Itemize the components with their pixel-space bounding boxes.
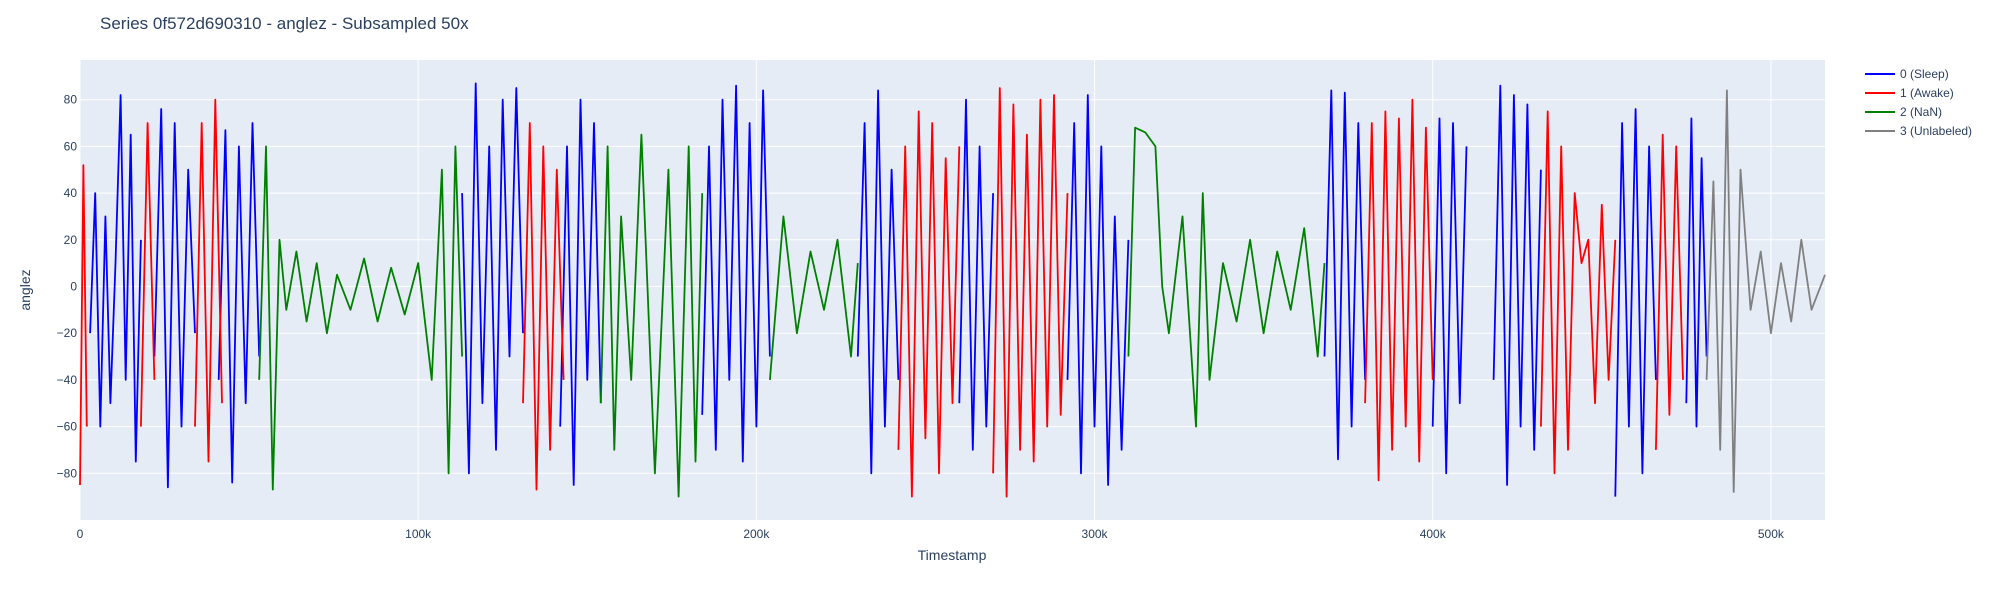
series-line <box>140 122 156 427</box>
y-tick-label: 40 <box>64 186 78 200</box>
x-tick-label: 500k <box>1758 527 1785 541</box>
series-line <box>1705 89 1826 493</box>
plot-background <box>80 60 1825 520</box>
x-tick-label: 300k <box>1082 527 1109 541</box>
series-line <box>258 145 463 491</box>
y-tick-label: −60 <box>57 420 78 434</box>
x-tick-label: 100k <box>405 527 432 541</box>
series-line <box>153 108 196 489</box>
series-line <box>1323 89 1366 461</box>
series-line <box>194 98 223 463</box>
series-line <box>958 98 994 451</box>
x-tick-label: 0 <box>77 527 84 541</box>
series-line <box>1066 94 1130 486</box>
legend-item[interactable]: 0 (Sleep) <box>1865 67 1949 81</box>
series-line <box>522 122 565 491</box>
chart-title: Series 0f572d690310 - anglez - Subsample… <box>100 14 469 33</box>
x-tick-label: 400k <box>1420 527 1447 541</box>
legend[interactable]: 0 (Sleep) 1 (Awake) 2 (NaN) 3 (Unlabeled) <box>1865 67 1972 138</box>
y-tick-label: −80 <box>57 466 78 480</box>
x-tick-label: 200k <box>743 527 770 541</box>
series-1-awake <box>79 87 1684 498</box>
series-line <box>1540 110 1617 475</box>
legend-item[interactable]: 2 (NaN) <box>1865 105 1942 119</box>
series-line <box>1655 133 1684 450</box>
series-line <box>1492 84 1542 486</box>
series-line <box>1127 126 1326 428</box>
series-line <box>559 98 602 486</box>
series-line <box>461 82 524 475</box>
y-tick-label: 20 <box>64 233 78 247</box>
series-line <box>769 215 859 380</box>
legend-label: 1 (Awake) <box>1900 86 1954 100</box>
series-2-nan <box>258 126 1326 498</box>
series-line <box>701 84 771 463</box>
y-tick-label: −20 <box>57 326 78 340</box>
series-line <box>1364 98 1434 482</box>
x-axis-title: Timestamp <box>918 547 987 563</box>
tick-labels: 0 100k 200k 300k 400k 500k −80 −60 −40 −20 0 20 40 60… <box>57 93 1785 541</box>
legend-label: 2 (NaN) <box>1900 105 1942 119</box>
y-tick-label: 60 <box>64 139 78 153</box>
series-line <box>217 122 261 484</box>
y-axis-title: anglez <box>17 269 33 310</box>
y-tick-label: −40 <box>57 373 78 387</box>
series-line <box>1685 117 1708 428</box>
series-line <box>79 164 88 486</box>
series-3-unlabeled <box>1705 89 1826 493</box>
y-tick-label: 0 <box>70 279 77 293</box>
series-line <box>1614 108 1657 497</box>
legend-item[interactable]: 1 (Awake) <box>1865 86 1954 100</box>
series-line <box>1431 117 1468 475</box>
series-line <box>897 110 961 498</box>
series-0-sleep <box>89 82 1708 497</box>
legend-label: 0 (Sleep) <box>1900 67 1949 81</box>
legend-label: 3 (Unlabeled) <box>1900 124 1972 138</box>
series-line <box>89 94 142 463</box>
series-line <box>599 133 704 498</box>
series-layer <box>79 82 1826 498</box>
y-tick-label: 80 <box>64 93 78 107</box>
series-line <box>992 87 1069 498</box>
legend-item[interactable]: 3 (Unlabeled) <box>1865 124 1972 138</box>
series-line <box>856 89 900 475</box>
